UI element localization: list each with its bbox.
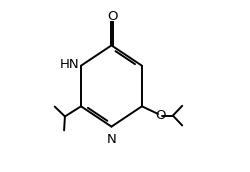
Text: O: O	[107, 10, 118, 23]
Text: O: O	[155, 109, 165, 122]
Text: N: N	[106, 133, 116, 146]
Text: HN: HN	[60, 57, 79, 71]
